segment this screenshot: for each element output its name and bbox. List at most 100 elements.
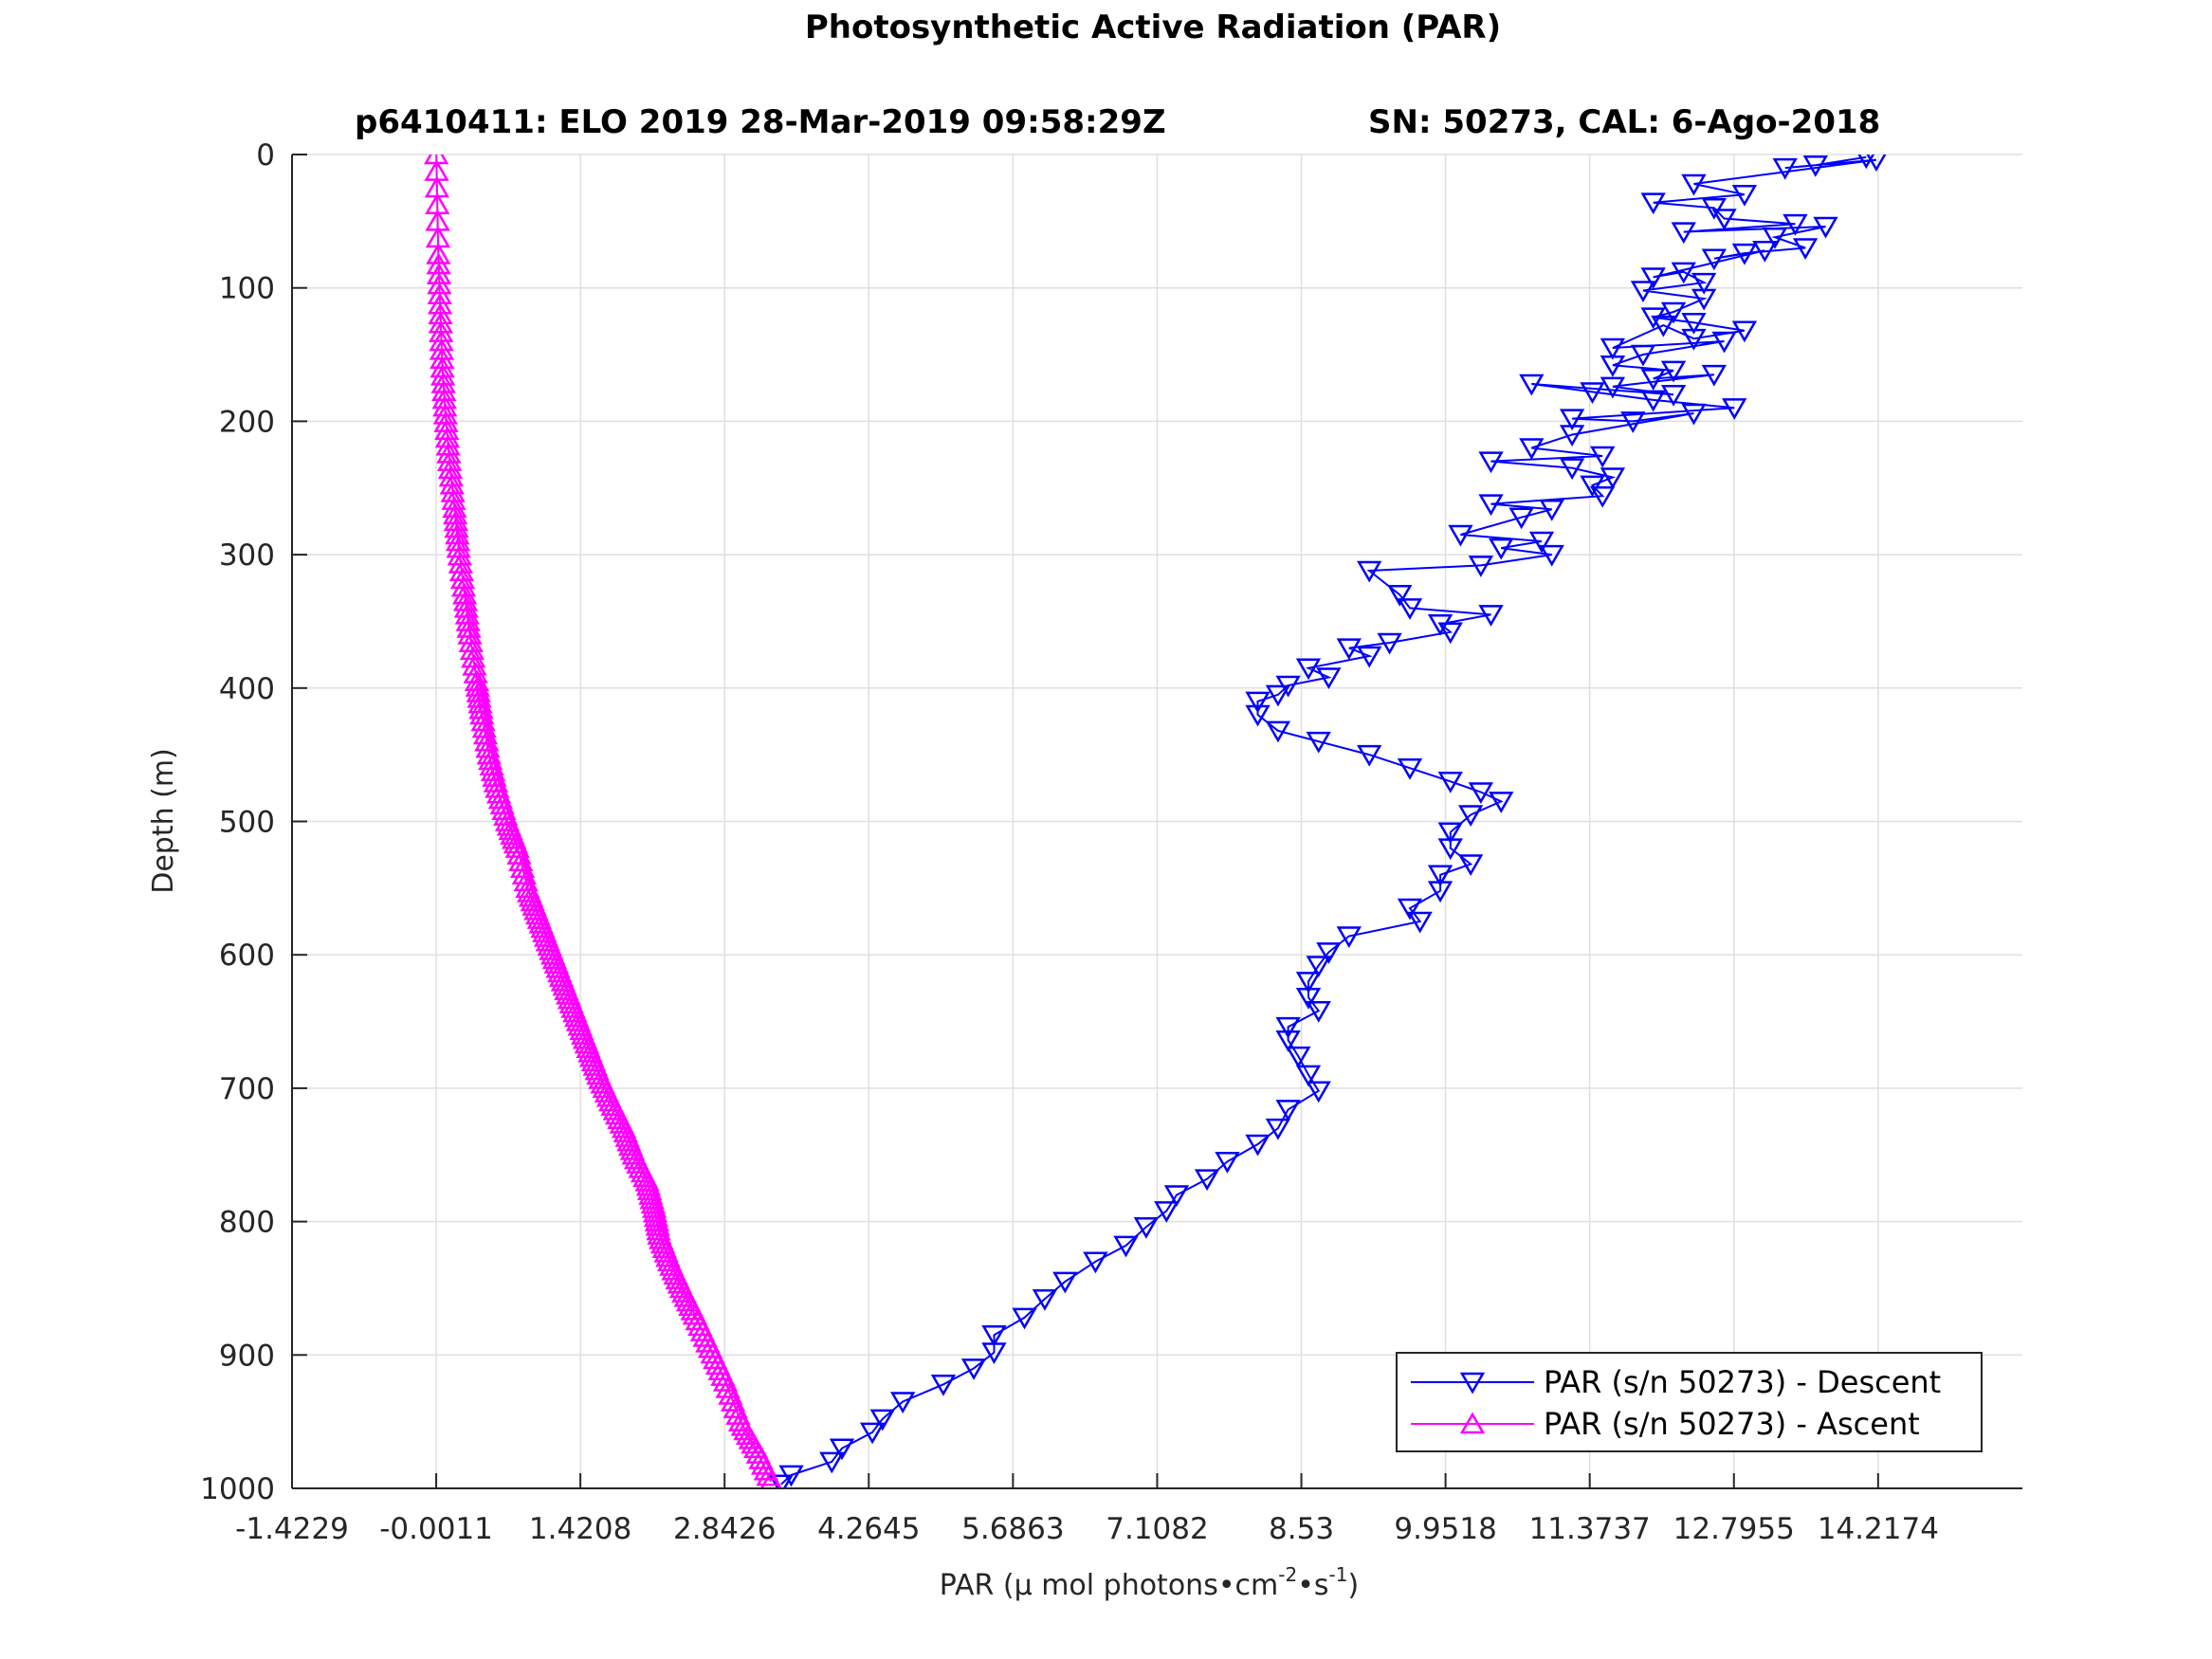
descent-point (1762, 227, 1788, 249)
descent-point (1620, 411, 1646, 433)
ascent-point (439, 472, 465, 495)
ascent-point (425, 209, 450, 231)
descent-point (1357, 744, 1382, 767)
descent-point (1427, 881, 1453, 903)
descent-point (1163, 1185, 1190, 1207)
descent-point (1559, 458, 1585, 481)
ascent-point (468, 697, 494, 720)
descent-point (1660, 385, 1687, 407)
descent-point (1711, 331, 1737, 354)
x-tick-label: 11.3737 (1529, 1512, 1651, 1546)
descent-point (1306, 956, 1331, 977)
y-tick-labels: 0 100 200 300 400 500 600 700 800 900 1000 (200, 138, 275, 1506)
descent-point (1691, 272, 1717, 295)
ascent-point (425, 192, 450, 215)
descent-point (1580, 475, 1605, 498)
descent-point (1468, 782, 1494, 805)
ascent-point (444, 516, 469, 538)
ascent-point (440, 480, 466, 502)
axes (291, 154, 2022, 1489)
grid (291, 154, 2022, 1489)
descent-point (1772, 157, 1798, 180)
descent-point (1802, 155, 1828, 177)
descent-point (1457, 805, 1484, 827)
descent-point (1630, 344, 1656, 367)
ascent-point (466, 685, 492, 708)
y-tick-label: 1000 (200, 1472, 275, 1506)
ascent-point (462, 653, 487, 676)
descent-point (1275, 1016, 1301, 1039)
y-tick-label: 900 (219, 1339, 275, 1373)
ascent-point (465, 675, 491, 697)
descent-point (1437, 622, 1463, 645)
ascent-point (482, 765, 507, 787)
y-tick-label: 200 (219, 405, 275, 439)
x-tick-label: -0.0011 (379, 1512, 493, 1546)
y-tick-label: 400 (219, 672, 275, 706)
descent-point (1600, 467, 1626, 489)
descent-point (1508, 507, 1534, 530)
descent-point (1407, 911, 1433, 934)
ascent-point (424, 159, 449, 181)
descent-point (1731, 243, 1758, 265)
series-ascent (424, 155, 782, 1488)
descent-point (1306, 1001, 1331, 1023)
descent-point (819, 1451, 845, 1474)
ascent-point (424, 175, 450, 198)
x-tick-label: 12.7955 (1673, 1512, 1795, 1546)
descent-point (1295, 1065, 1322, 1087)
descent-point (1052, 1271, 1078, 1294)
ascent-point (480, 759, 506, 781)
descent-point (1731, 320, 1758, 343)
descent-point (1265, 1118, 1291, 1140)
descent-point (1083, 1251, 1108, 1274)
descent-point (1265, 720, 1291, 743)
descent-point (1671, 262, 1696, 284)
descent-point (1154, 1201, 1179, 1223)
ascent-point (446, 536, 471, 558)
descent-point (1215, 1152, 1240, 1174)
y-tick-label: 100 (219, 272, 275, 306)
descent-point (1427, 865, 1453, 887)
descent-point (981, 1324, 1007, 1347)
descent-point (1133, 1216, 1160, 1239)
ascent-point (474, 729, 500, 752)
legend-label-ascent: PAR (s/n 50273) - Ascent (1544, 1406, 1920, 1442)
descent-point (1701, 364, 1728, 387)
ascent-point (472, 722, 499, 745)
ascent-point (456, 615, 482, 638)
y-tick-label: 600 (219, 939, 275, 973)
ascent-point (434, 418, 460, 441)
descent-point (1640, 192, 1666, 215)
descent-point (1245, 704, 1271, 727)
descent-point (1580, 382, 1605, 404)
descent-point (1671, 222, 1696, 245)
descent-point (1660, 360, 1687, 383)
ascent-point (475, 736, 501, 758)
ascent-point (425, 226, 451, 248)
descent-point (1194, 1169, 1220, 1192)
ascent-point (452, 589, 479, 611)
descent-point (1397, 598, 1423, 620)
descent-point (1113, 1235, 1139, 1258)
descent-point (1600, 376, 1626, 399)
descent-point (1600, 356, 1626, 377)
descent-point (1457, 854, 1484, 877)
ascent-point (457, 623, 483, 645)
descent-point (1630, 281, 1656, 303)
descent-point (1295, 972, 1322, 994)
descent-point (1559, 409, 1585, 431)
plot-area (424, 155, 1887, 1488)
ascent-point (458, 630, 484, 652)
descent-point (1681, 173, 1707, 196)
descent-point (1275, 1030, 1301, 1052)
ascent-point (478, 748, 503, 771)
legend-box (1396, 1352, 1983, 1452)
ascent-point (483, 770, 509, 793)
ascent-point (454, 602, 480, 625)
ascent-point (451, 582, 478, 605)
descent-point (1539, 544, 1564, 567)
y-tick-label: 300 (219, 538, 275, 573)
ascent-point (506, 843, 532, 865)
